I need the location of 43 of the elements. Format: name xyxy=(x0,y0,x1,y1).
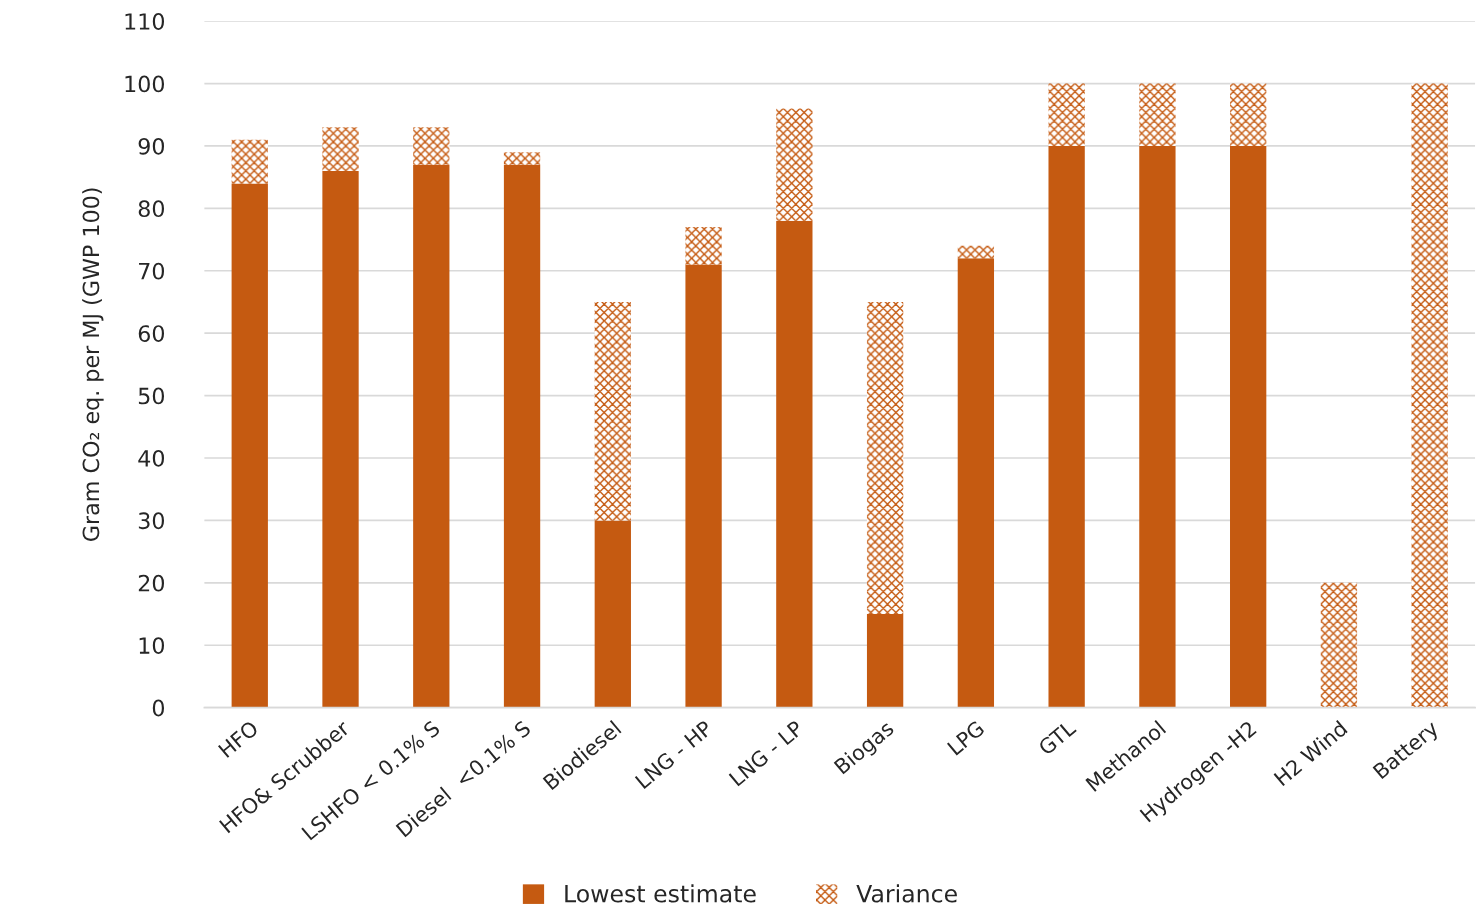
x-tick-label: LPG xyxy=(946,720,985,756)
bar xyxy=(866,301,904,615)
bar xyxy=(776,220,813,708)
bar xyxy=(957,258,995,708)
y-tick-label: 110 xyxy=(125,13,165,30)
bar xyxy=(322,170,359,708)
bar xyxy=(231,139,268,184)
bar xyxy=(413,164,450,708)
legend-label: Variance xyxy=(856,884,957,903)
bar xyxy=(1139,145,1176,708)
bar xyxy=(1411,83,1448,708)
bar xyxy=(1139,83,1176,146)
bar xyxy=(1048,145,1085,708)
bar xyxy=(503,164,541,708)
y-tick-label: 80 xyxy=(138,200,165,218)
y-tick-label: 70 xyxy=(139,262,165,280)
x-tick-label: GTL xyxy=(1037,719,1077,756)
legend-label: Lowest estimate xyxy=(565,884,756,903)
y-tick-label: 100 xyxy=(125,75,165,93)
bar xyxy=(594,520,631,708)
bar xyxy=(1320,582,1358,708)
y-tick-label: 40 xyxy=(138,449,165,467)
bar xyxy=(322,127,359,171)
y-tick-label: 0 xyxy=(152,699,165,717)
bar xyxy=(413,127,450,165)
bar xyxy=(957,245,995,259)
bar xyxy=(1048,83,1085,146)
y-tick-label: 10 xyxy=(139,637,165,654)
y-tick-label: 60 xyxy=(138,325,165,342)
bar xyxy=(685,264,722,708)
y-tick-label: 50 xyxy=(138,387,165,405)
bar xyxy=(1230,83,1267,146)
y-tick-label: 30 xyxy=(138,512,165,530)
bar xyxy=(866,614,904,708)
bar xyxy=(685,227,722,265)
bar xyxy=(503,152,541,165)
bar xyxy=(594,301,631,521)
y-tick-label: 90 xyxy=(138,137,165,155)
bar xyxy=(231,183,268,708)
y-axis-title: Gram CO₂ eq. per MJ (GWP 100) xyxy=(82,188,104,542)
y-tick-label: 20 xyxy=(138,574,165,592)
bar xyxy=(776,108,813,221)
bar xyxy=(1230,145,1267,708)
